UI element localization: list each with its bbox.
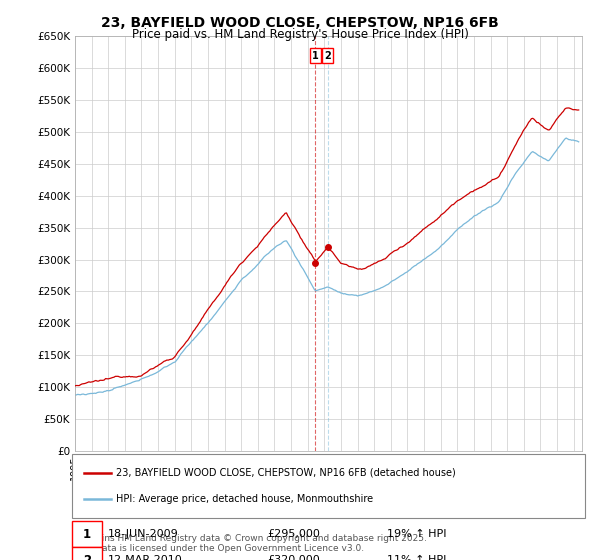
Text: 1: 1 xyxy=(312,50,319,60)
Text: 18-JUN-2009: 18-JUN-2009 xyxy=(108,529,179,539)
Text: 12-MAR-2010: 12-MAR-2010 xyxy=(108,555,183,560)
Text: 2: 2 xyxy=(83,553,91,560)
Text: 23, BAYFIELD WOOD CLOSE, CHEPSTOW, NP16 6FB: 23, BAYFIELD WOOD CLOSE, CHEPSTOW, NP16 … xyxy=(101,16,499,30)
Text: HPI: Average price, detached house, Monmouthshire: HPI: Average price, detached house, Monm… xyxy=(116,494,373,504)
Text: 11% ↑ HPI: 11% ↑ HPI xyxy=(387,555,446,560)
Text: £295,000: £295,000 xyxy=(267,529,320,539)
Text: Contains HM Land Registry data © Crown copyright and database right 2025.
This d: Contains HM Land Registry data © Crown c… xyxy=(75,534,427,553)
Text: Price paid vs. HM Land Registry's House Price Index (HPI): Price paid vs. HM Land Registry's House … xyxy=(131,28,469,41)
Text: £320,000: £320,000 xyxy=(267,555,320,560)
Text: 19% ↑ HPI: 19% ↑ HPI xyxy=(387,529,446,539)
Text: 2: 2 xyxy=(324,50,331,60)
Text: 23, BAYFIELD WOOD CLOSE, CHEPSTOW, NP16 6FB (detached house): 23, BAYFIELD WOOD CLOSE, CHEPSTOW, NP16 … xyxy=(116,468,455,478)
Text: 1: 1 xyxy=(83,528,91,541)
